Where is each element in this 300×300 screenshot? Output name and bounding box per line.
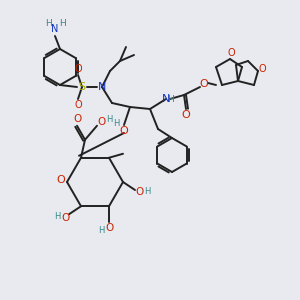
Text: O: O [182,110,190,120]
Text: O: O [135,187,143,197]
Text: H: H [45,20,51,28]
Text: H: H [106,115,112,124]
Text: O: O [74,64,82,74]
Text: O: O [258,64,266,74]
Text: O: O [120,126,128,136]
Text: O: O [73,114,81,124]
Text: O: O [97,117,105,127]
Text: H: H [58,20,65,28]
Text: N: N [98,82,106,92]
Text: H: H [54,212,60,221]
Text: N: N [162,94,170,104]
Text: O: O [57,175,65,185]
Text: O: O [227,48,235,58]
Text: O: O [61,213,69,223]
Text: S: S [78,82,85,92]
Text: N: N [51,24,59,34]
Text: H: H [113,118,119,127]
Text: H: H [98,226,104,235]
Text: O: O [105,223,113,233]
Text: H: H [144,187,150,196]
Text: O: O [74,100,82,110]
Text: O: O [200,79,208,89]
Text: H: H [168,94,174,103]
